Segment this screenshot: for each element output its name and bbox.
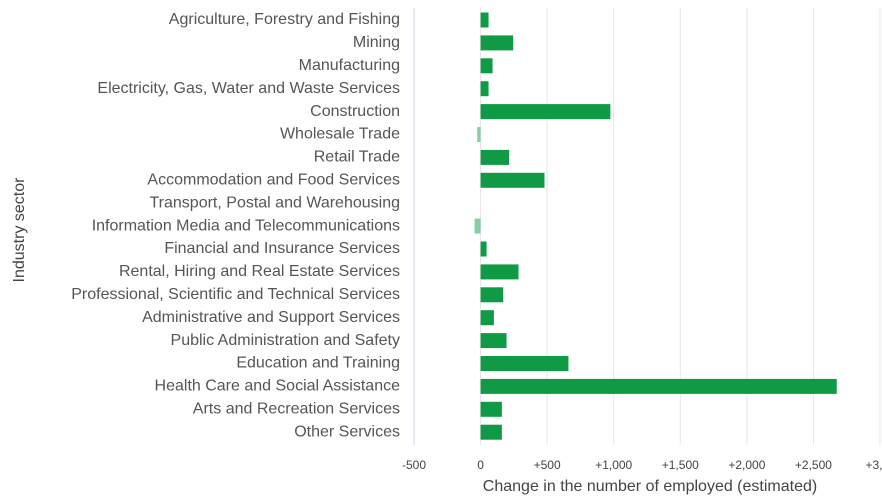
bar (480, 333, 507, 349)
y-tick-label: Arts and Recreation Services (193, 401, 400, 418)
bar (480, 241, 487, 257)
x-tick-label: +2,500 (795, 458, 832, 472)
y-tick-label: Other Services (294, 423, 400, 440)
y-tick-label: Health Care and Social Assistance (155, 378, 401, 395)
y-tick-label: Professional, Scientific and Technical S… (71, 286, 400, 303)
y-tick-label: Manufacturing (299, 57, 400, 74)
x-tick-label: +1,500 (662, 458, 699, 472)
y-tick-label: Electricity, Gas, Water and Waste Servic… (97, 80, 400, 97)
x-tick-label: 0 (477, 458, 484, 472)
bar (480, 12, 489, 28)
bar (480, 58, 493, 74)
bar (480, 356, 569, 371)
bar (474, 218, 481, 234)
y-axis-title: Industry sector (11, 177, 28, 283)
y-tick-label: Rental, Hiring and Real Estate Services (119, 263, 400, 280)
y-tick-label: Administrative and Support Services (142, 309, 400, 326)
y-tick-label: Public Administration and Safety (171, 332, 400, 349)
y-tick-label: Information Media and Telecommunications (92, 217, 400, 234)
x-tick-label: +3,… (865, 458, 882, 472)
bar (480, 264, 519, 280)
bar (477, 127, 481, 142)
y-tick-label: Construction (310, 103, 400, 120)
bar (480, 104, 611, 120)
bar (480, 424, 502, 440)
bar (480, 310, 494, 326)
x-tick-label: +2,000 (728, 458, 765, 472)
y-tick-label: Mining (353, 34, 400, 51)
bar (480, 149, 510, 165)
bar (480, 378, 837, 394)
y-tick-label: Education and Training (236, 355, 400, 372)
y-tick-label: Retail Trade (314, 149, 400, 166)
bar (480, 81, 489, 97)
y-tick-label: Accommodation and Food Services (147, 172, 400, 189)
y-tick-label: Financial and Insurance Services (164, 240, 400, 257)
y-tick-label: Transport, Postal and Warehousing (150, 194, 401, 211)
bar (480, 401, 502, 417)
bar (480, 172, 545, 188)
x-tick-label: -500 (402, 458, 426, 472)
bar (480, 35, 514, 51)
x-tick-label: +500 (534, 458, 561, 472)
y-tick-label: Wholesale Trade (280, 126, 400, 143)
x-tick-label: +1,000 (595, 458, 632, 472)
bar (480, 287, 504, 303)
x-axis-title: Change in the number of employed (estima… (483, 478, 817, 495)
y-tick-label: Agriculture, Forestry and Fishing (169, 11, 400, 28)
